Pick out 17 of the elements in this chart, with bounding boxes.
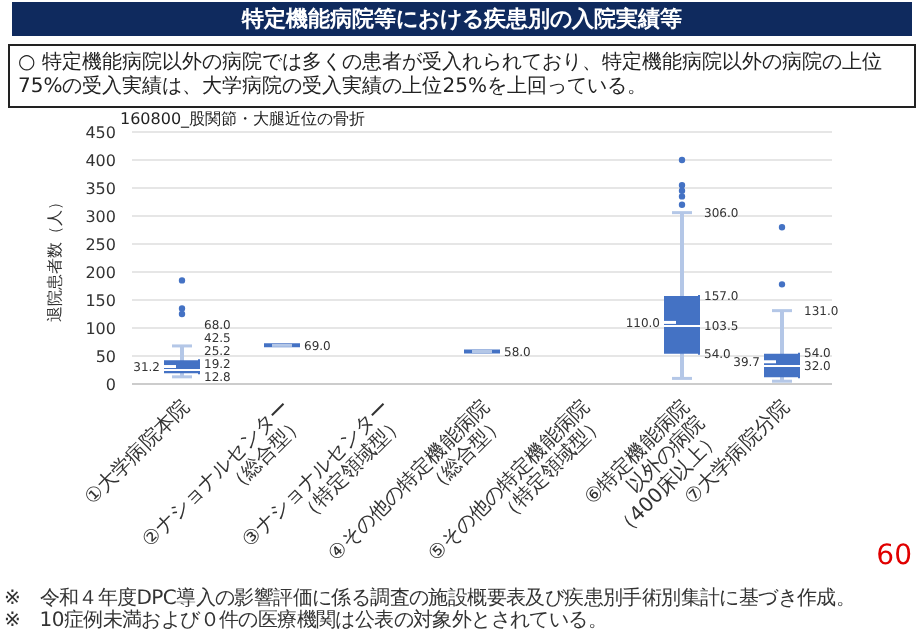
y-axis-title: 退院患者数（人）: [46, 194, 64, 322]
text: ※ 令和４年度DPC導入の影響評価に係る調査の施設概要表及び疾患別手術別集計に基づき作成。: [4, 588, 858, 610]
y-tick-label: 250: [85, 235, 116, 254]
text: ○ 特定機能病院以外の病院では多くの患者が受入れられており、特定機能病院以外の病院の上位75%の受入実績は、大学病院の受入実績の上位25%を上回っている。: [8, 44, 916, 108]
text: ※ 10症例未満および０件の医療機関は公表の対象外とされている。: [4, 610, 610, 632]
y-tick-label: 150: [85, 291, 116, 310]
y-tick-label: 200: [85, 263, 116, 282]
y-tick-label: 50: [95, 347, 116, 366]
y-tick-label: 450: [85, 123, 116, 142]
y-tick-label: 300: [85, 207, 116, 226]
chart-subtitle: 160800_股関節・大腿近位の骨折: [120, 108, 366, 130]
y-tick-label: 100: [85, 319, 116, 338]
text: 60: [876, 540, 912, 572]
chart-title: 特定機能病院等における疾患別の入院実績等: [12, 2, 912, 36]
y-tick-label: 0: [105, 375, 116, 394]
y-tick-label: 400: [85, 151, 116, 170]
y-tick-label: 350: [85, 179, 116, 198]
